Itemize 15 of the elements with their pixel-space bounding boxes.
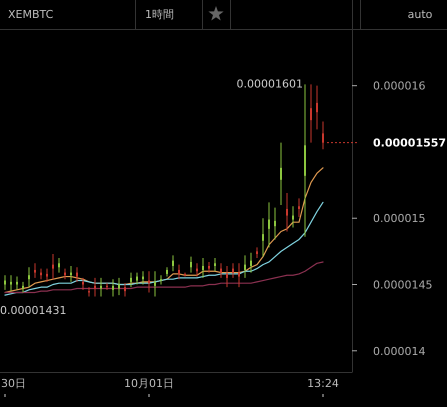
line-series bbox=[4, 202, 324, 296]
text: 1時間 bbox=[145, 8, 174, 21]
x-tick-label: 10月01日 bbox=[124, 377, 174, 390]
annotation: 0.00001431 bbox=[0, 304, 66, 317]
y-tick-label: 0.000014 bbox=[373, 344, 426, 358]
y-tick-label: 0.000015 bbox=[373, 212, 426, 226]
line-series bbox=[4, 261, 324, 294]
y-tick-label: 0.000016 bbox=[373, 80, 426, 93]
text: XEMBTC bbox=[8, 8, 54, 21]
annotation: 0.00001601 bbox=[236, 77, 303, 90]
x-tick-label: 30日 bbox=[1, 377, 26, 390]
x-tick-label: 13:24 bbox=[307, 377, 339, 390]
ref-line-label: 0.00001557 bbox=[373, 136, 446, 150]
y-tick-label: 0.0000145 bbox=[373, 278, 432, 292]
text: auto bbox=[408, 8, 433, 21]
